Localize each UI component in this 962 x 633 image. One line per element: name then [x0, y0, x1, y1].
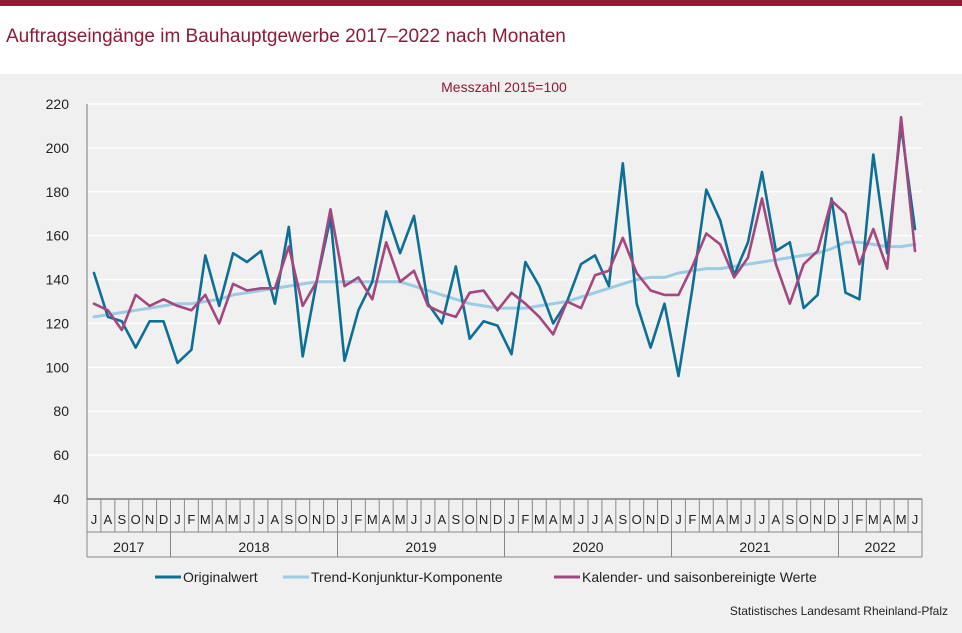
x-month-label: N	[646, 512, 655, 527]
y-tick-label: 160	[46, 228, 70, 244]
x-month-label: F	[187, 512, 195, 527]
x-month-label: F	[688, 512, 696, 527]
y-tick-label: 40	[53, 491, 69, 507]
x-month-label: A	[438, 512, 447, 527]
x-month-label: S	[451, 512, 460, 527]
x-month-label: O	[465, 512, 475, 527]
chart-subtitle: Messzahl 2015=100	[441, 79, 567, 95]
x-month-label: J	[244, 512, 251, 527]
x-month-label: O	[632, 512, 642, 527]
x-month-label: N	[479, 512, 488, 527]
x-month-label: N	[813, 512, 822, 527]
x-month-label: A	[104, 512, 113, 527]
x-month-label: S	[117, 512, 126, 527]
x-month-label: M	[729, 512, 740, 527]
x-month-label: J	[91, 512, 98, 527]
x-month-label: M	[228, 512, 239, 527]
x-month-label: D	[159, 512, 168, 527]
x-month-label: J	[411, 512, 418, 527]
x-month-label: N	[145, 512, 154, 527]
x-month-label: D	[493, 512, 502, 527]
x-month-label: J	[592, 512, 599, 527]
y-tick-label: 180	[46, 184, 70, 200]
x-year-label: 2019	[405, 539, 436, 555]
y-tick-label: 100	[46, 359, 70, 375]
series-line-1	[92, 124, 917, 378]
series-lines	[92, 115, 917, 378]
chart-panel	[0, 68, 962, 633]
x-month-label: A	[215, 512, 224, 527]
source-note: Statistisches Landesamt Rheinland-Pfalz	[729, 604, 948, 618]
x-month-label: M	[896, 512, 907, 527]
panel-top-strip	[0, 68, 962, 74]
x-month-label: J	[675, 512, 682, 527]
x-month-label: N	[312, 512, 321, 527]
y-tick-label: 60	[53, 447, 69, 463]
y-tick-label: 220	[46, 96, 70, 112]
x-month-label: M	[534, 512, 545, 527]
x-month-label: A	[382, 512, 391, 527]
page-title: Auftragseingänge im Bauhauptgewerbe 2017…	[6, 26, 566, 47]
x-month-label: S	[284, 512, 293, 527]
series-line-3	[92, 115, 917, 336]
x-month-label: A	[772, 512, 781, 527]
x-year-label: 2022	[865, 539, 896, 555]
x-month-label: J	[912, 512, 919, 527]
x-month-label: M	[200, 512, 211, 527]
x-month-label: D	[326, 512, 335, 527]
x-month-label: A	[549, 512, 558, 527]
x-month-label: F	[855, 512, 863, 527]
x-month-label: M	[701, 512, 712, 527]
legend-label: Originalwert	[183, 569, 258, 585]
x-month-label: J	[842, 512, 849, 527]
x-month-label: J	[258, 512, 265, 527]
x-month-label: O	[298, 512, 308, 527]
y-tick-label: 120	[46, 315, 70, 331]
x-month-label: J	[508, 512, 515, 527]
x-month-label: J	[578, 512, 585, 527]
header-accent-bar	[0, 0, 962, 6]
x-year-label: 2017	[113, 539, 144, 555]
legend-label: Trend-Konjunktur-Komponente	[311, 569, 503, 585]
x-month-label: J	[745, 512, 752, 527]
x-month-label: J	[759, 512, 766, 527]
x-month-label: F	[354, 512, 362, 527]
x-month-label: D	[827, 512, 836, 527]
x-month-label: M	[367, 512, 378, 527]
x-month-label: A	[883, 512, 892, 527]
header: Auftragseingänge im Bauhauptgewerbe 2017…	[0, 6, 962, 68]
x-month-label: S	[618, 512, 627, 527]
y-tick-label: 200	[46, 140, 70, 156]
series-line-2	[92, 240, 917, 319]
x-month-label: F	[521, 512, 529, 527]
y-axis: 40 60 80 100 120 140 160 180 200 220	[46, 96, 88, 507]
x-year-label: 2021	[739, 539, 770, 555]
x-month-label: O	[799, 512, 809, 527]
x-month-label: M	[868, 512, 879, 527]
legend-label: Kalender- und saisonbereinigte Werte	[582, 569, 817, 585]
x-month-label: A	[605, 512, 614, 527]
x-month-label: D	[660, 512, 669, 527]
y-tick-label: 140	[46, 272, 70, 288]
x-month-label: A	[271, 512, 280, 527]
x-month-label: M	[395, 512, 406, 527]
x-month-label: A	[716, 512, 725, 527]
legend: Originalwert Trend-Konjunktur-Komponente K…	[155, 569, 817, 585]
x-month-label: J	[341, 512, 348, 527]
x-year-label: 2018	[238, 539, 269, 555]
x-month-label: J	[174, 512, 181, 527]
x-month-label: S	[785, 512, 794, 527]
x-month-label: M	[562, 512, 573, 527]
x-year-label: 2020	[572, 539, 603, 555]
x-month-label: O	[131, 512, 141, 527]
x-month-label: J	[425, 512, 432, 527]
y-tick-label: 80	[53, 403, 69, 419]
